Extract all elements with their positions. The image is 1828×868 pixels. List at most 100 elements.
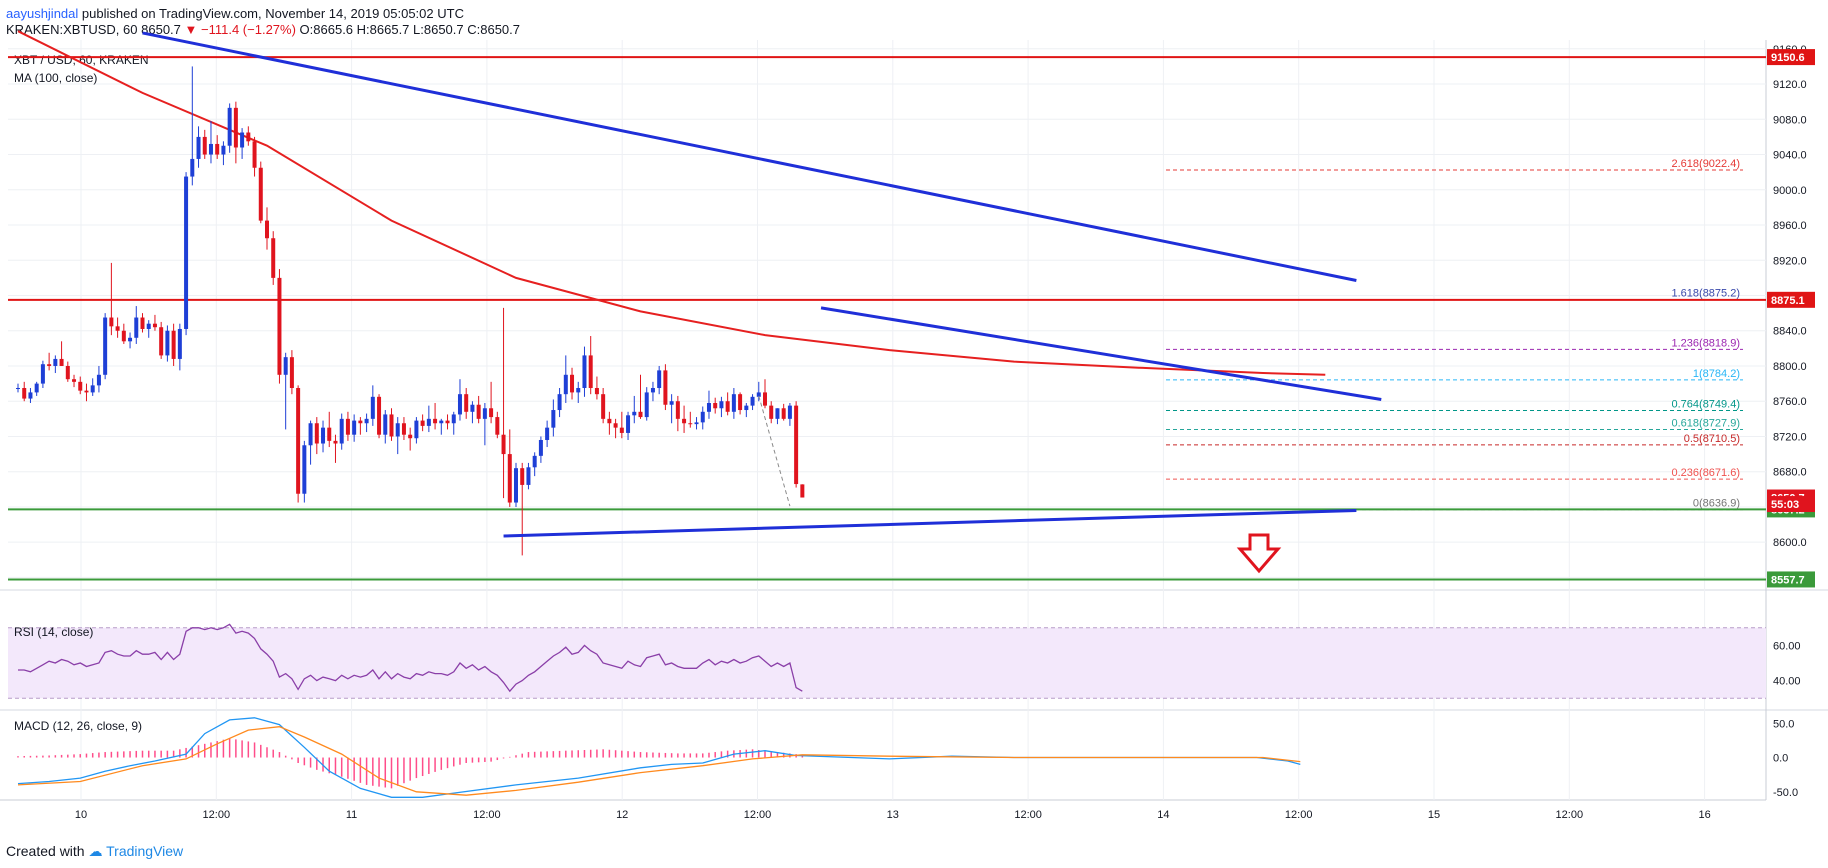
candle-body (302, 445, 307, 494)
candle-body (333, 440, 338, 444)
candle-body (339, 418, 344, 444)
projection-line (758, 395, 791, 507)
candle-body (208, 143, 213, 155)
price-tick-label: 8800.0 (1773, 361, 1807, 373)
time-tick-label: 11 (346, 809, 357, 821)
publish-line: aayushjindal published on TradingView.co… (6, 6, 464, 21)
candle-body (763, 392, 767, 406)
candle-body (202, 136, 207, 155)
candle-body (352, 420, 357, 435)
candle-body (321, 427, 326, 444)
fib-level-label: 1.618(8875.2) (1672, 288, 1741, 300)
candle-body (794, 405, 799, 485)
candle-body (501, 434, 506, 455)
candle-body (414, 420, 419, 439)
candle-body (103, 317, 108, 375)
fib-level-label: 0.764(8749.4) (1672, 399, 1741, 411)
candle-body (121, 330, 126, 342)
candle-body (109, 317, 114, 327)
candle-body (345, 418, 350, 435)
candle-body (59, 358, 64, 366)
candle-body (682, 418, 687, 424)
macd-title: MACD (12, 26, close, 9) (14, 719, 142, 733)
price-tick-label: 9000.0 (1773, 185, 1807, 197)
price-tick-label: 9080.0 (1773, 114, 1807, 126)
candle-body (314, 423, 319, 444)
time-tick-label: 12:00 (1556, 809, 1584, 821)
candle-body (694, 422, 699, 425)
candle-body (731, 394, 736, 412)
candle-body (781, 408, 786, 419)
candle-body (476, 404, 481, 419)
candle-body (563, 374, 568, 395)
candle-body (619, 427, 624, 433)
candle-body (744, 405, 749, 411)
time-tick-label: 16 (1698, 809, 1710, 821)
macd-tick-label: 0.0 (1773, 753, 1788, 765)
price-change: ▼ −111.4 (−1.27%) (184, 22, 296, 37)
candle-body (140, 317, 145, 329)
candle-body (47, 364, 52, 366)
candle-body (283, 357, 288, 375)
price-tick-label: 8680.0 (1773, 467, 1807, 479)
candle-body (482, 408, 487, 419)
candle-body (464, 394, 469, 412)
candle-body (227, 107, 232, 146)
price-tag-label: 9150.6 (1771, 52, 1805, 64)
candle-body (545, 427, 550, 440)
fib-level-label: 2.618(9022.4) (1672, 158, 1741, 170)
price-tick-label: 8760.0 (1773, 396, 1807, 408)
candle-body (246, 132, 251, 142)
price-tag-bg (1767, 49, 1815, 66)
candle-body (632, 411, 637, 416)
candle-body (165, 330, 170, 356)
candle-body (53, 358, 58, 366)
tradingview-logo-icon: ☁ (88, 843, 103, 859)
price-tag-bg (1767, 496, 1815, 513)
candle-body (177, 328, 182, 359)
candle-body (582, 355, 587, 389)
candle-body (557, 394, 562, 411)
tradingview-link[interactable]: TradingView (106, 843, 184, 859)
candle-body (240, 132, 245, 148)
rsi-band (8, 627, 1766, 699)
candle-body (532, 455, 537, 468)
candle-body (115, 326, 120, 331)
candle-body (408, 434, 413, 439)
fib-level-label: 0.236(8671.6) (1672, 467, 1741, 479)
candle-body (713, 402, 718, 409)
candle-body (638, 411, 643, 418)
candle-body (433, 418, 438, 424)
time-tick-label: 12:00 (473, 809, 501, 821)
candle-body (308, 423, 313, 446)
time-tick-label: 12:00 (1014, 809, 1042, 821)
chart-header: aayushjindal published on TradingView.co… (0, 0, 1828, 40)
candle-body (40, 364, 45, 384)
candle-body (426, 418, 431, 426)
candle-body (644, 392, 649, 418)
candle-body (327, 427, 332, 441)
candle-body (626, 415, 631, 433)
candle-body (84, 390, 89, 393)
price-tag-bg (1767, 571, 1815, 588)
candle-body (184, 176, 189, 329)
publish-info: published on TradingView.com, November 1… (81, 6, 464, 21)
candle-body (675, 401, 680, 419)
candle-body (90, 385, 95, 393)
fib-level-label: 0(8636.9) (1693, 498, 1740, 510)
candle-body (588, 355, 593, 389)
candle-body (526, 467, 531, 485)
candle-body (607, 418, 612, 424)
candle-body (719, 401, 724, 409)
trend-line (503, 508, 1357, 538)
candle-body (159, 327, 164, 356)
candle-body (401, 423, 406, 435)
candle-body (146, 323, 151, 329)
candle-body (28, 392, 33, 399)
author-link[interactable]: aayushjindal (6, 6, 79, 21)
rsi-title: RSI (14, close) (14, 625, 93, 639)
ma-indicator-label: MA (100, close) (14, 71, 97, 85)
price-tick-label: 9040.0 (1773, 150, 1807, 162)
candle-body (706, 402, 711, 412)
